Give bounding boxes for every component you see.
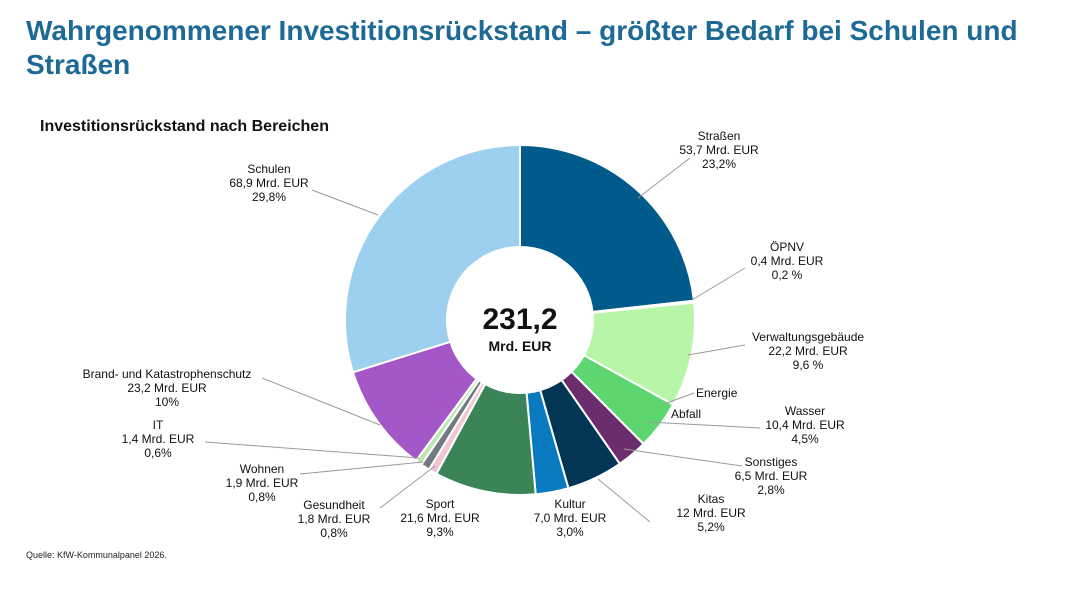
label-verwaltung-share: 9,6 % — [793, 358, 824, 372]
label-kultur-share: 3,0% — [556, 525, 584, 539]
label-abfall-name: Abfall — [671, 407, 701, 421]
label-verwaltung-name: Verwaltungsgebäude — [752, 330, 864, 344]
leader-line-verwaltung — [687, 344, 746, 356]
label-schulen-name: Schulen — [247, 162, 290, 176]
label-oepnv: ÖPNV 0,4 Mrd. EUR 0,2 % — [751, 240, 824, 282]
label-oepnv-share: 0,2 % — [772, 268, 803, 282]
leader-line-sonstiges — [623, 448, 743, 467]
leader-line-energie — [663, 392, 695, 405]
label-wohnen: Wohnen 1,9 Mrd. EUR 0,8% — [226, 462, 299, 504]
label-energie-name: Energie — [696, 386, 738, 400]
page-title: Wahrgenommener Investitionsrückstand – g… — [26, 15, 1018, 80]
label-strassen-share: 23,2% — [702, 157, 736, 171]
donut-hole — [446, 246, 594, 394]
label-kultur: Kultur 7,0 Mrd. EUR 3,0% — [534, 497, 607, 539]
label-sport-share: 9,3% — [426, 525, 454, 539]
label-sport-name: Sport — [426, 497, 455, 511]
label-brand-name: Brand- und Katastrophenschutz — [83, 367, 252, 381]
leader-line-wohnen — [299, 461, 424, 475]
label-strassen-amount: 53,7 Mrd. EUR — [679, 143, 759, 157]
label-wasser-name: Wasser — [785, 404, 825, 418]
label-kultur-amount: 7,0 Mrd. EUR — [534, 511, 607, 525]
leader-line-kitas — [597, 478, 651, 523]
label-strassen-name: Straßen — [698, 129, 741, 143]
label-brand-share: 10% — [155, 395, 179, 409]
label-sonstiges-amount: 6,5 Mrd. EUR — [735, 469, 808, 483]
slice-labels: Straßen 53,7 Mrd. EUR 23,2% ÖPNV 0,4 Mrd. EU… — [83, 129, 865, 540]
label-gesundheit-amount: 1,8 Mrd. EUR — [298, 512, 371, 526]
label-brand: Brand- und Katastrophenschutz 23,2 Mrd. E… — [83, 367, 252, 409]
label-kitas-name: Kitas — [698, 492, 725, 506]
label-verwaltung: Verwaltungsgebäude 22,2 Mrd. EUR 9,6 % — [752, 330, 864, 372]
leader-line-brand — [261, 377, 381, 426]
label-it-amount: 1,4 Mrd. EUR — [122, 432, 195, 446]
label-oepnv-amount: 0,4 Mrd. EUR — [751, 254, 824, 268]
chart-title: Investitionsrückstand nach Bereichen — [40, 118, 329, 135]
leader-line-it — [204, 441, 420, 459]
label-it: IT 1,4 Mrd. EUR 0,6% — [122, 418, 195, 460]
leader-line-strassen — [637, 157, 691, 199]
label-abfall: Abfall — [671, 407, 701, 421]
label-kitas-amount: 12 Mrd. EUR — [676, 506, 746, 520]
label-sport: Sport 21,6 Mrd. EUR 9,3% — [400, 497, 480, 539]
label-kitas: Kitas 12 Mrd. EUR 5,2% — [676, 492, 746, 534]
label-sonstiges-name: Sonstiges — [745, 455, 798, 469]
leader-line-gesundheit — [379, 465, 436, 509]
label-schulen-amount: 68,9 Mrd. EUR — [229, 176, 309, 190]
leader-line-oepnv — [691, 267, 746, 301]
label-gesundheit-name: Gesundheit — [303, 498, 365, 512]
label-sport-amount: 21,6 Mrd. EUR — [400, 511, 480, 525]
source-note: Quelle: KfW-Kommunalpanel 2026. — [26, 550, 167, 560]
label-wohnen-share: 0,8% — [248, 490, 276, 504]
leader-line-schulen — [311, 189, 379, 216]
label-energie: Energie — [696, 386, 738, 400]
label-wohnen-amount: 1,9 Mrd. EUR — [226, 476, 299, 490]
label-schulen-share: 29,8% — [252, 190, 286, 204]
label-sonstiges: Sonstiges 6,5 Mrd. EUR 2,8% — [735, 455, 808, 497]
label-sonstiges-share: 2,8% — [757, 483, 785, 497]
label-brand-amount: 23,2 Mrd. EUR — [127, 381, 207, 395]
label-kultur-name: Kultur — [554, 497, 585, 511]
label-it-name: IT — [153, 418, 164, 432]
center-total-value: 231,2 — [482, 303, 557, 336]
label-wohnen-name: Wohnen — [240, 462, 284, 476]
label-oepnv-name: ÖPNV — [770, 240, 804, 254]
label-gesundheit: Gesundheit 1,8 Mrd. EUR 0,8% — [298, 498, 371, 540]
label-wasser: Wasser 10,4 Mrd. EUR 4,5% — [765, 404, 845, 446]
center-total-unit: Mrd. EUR — [489, 338, 552, 354]
leader-lines — [204, 157, 761, 523]
label-schulen: Schulen 68,9 Mrd. EUR 29,8% — [229, 162, 309, 204]
label-wasser-amount: 10,4 Mrd. EUR — [765, 418, 845, 432]
label-strassen: Straßen 53,7 Mrd. EUR 23,2% — [679, 129, 759, 171]
label-gesundheit-share: 0,8% — [320, 526, 348, 540]
label-wasser-share: 4,5% — [791, 432, 819, 446]
leader-line-wasser — [647, 421, 761, 429]
label-verwaltung-amount: 22,2 Mrd. EUR — [768, 344, 848, 358]
label-kitas-share: 5,2% — [697, 520, 725, 534]
label-it-share: 0,6% — [144, 446, 172, 460]
